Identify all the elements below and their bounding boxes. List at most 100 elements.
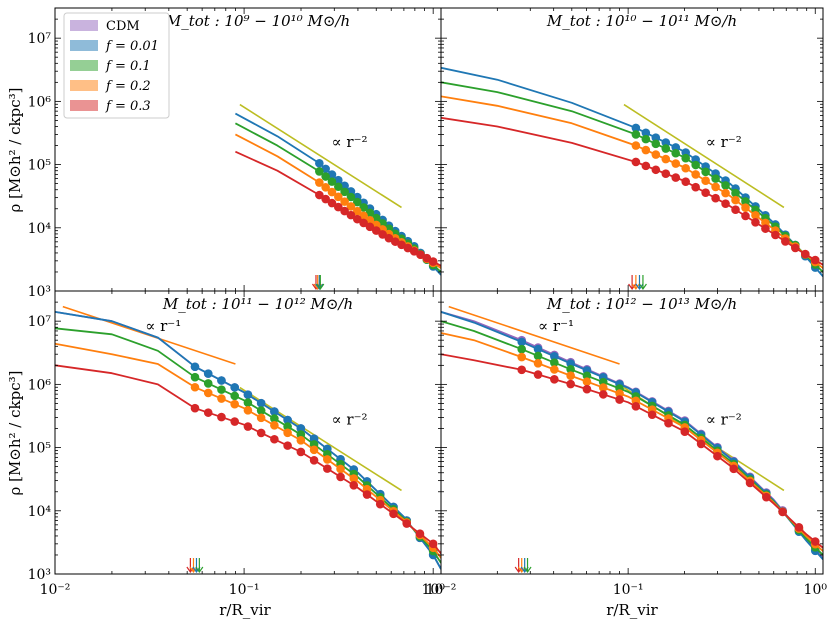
data-point xyxy=(230,399,239,409)
data-point xyxy=(731,188,740,198)
data-point xyxy=(631,157,641,167)
legend-entry: f = 0.2 xyxy=(105,79,151,94)
data-point xyxy=(402,519,412,528)
data-point xyxy=(334,202,343,212)
data-point xyxy=(651,133,661,142)
data-point xyxy=(701,188,710,198)
legend: CDM f = 0.01 f = 0.1 f = 0.2 f = 0.3 xyxy=(63,12,170,119)
x-tick-label: 10⁰ xyxy=(421,582,445,598)
data-point xyxy=(651,165,661,175)
data-point xyxy=(349,481,359,490)
panel-frame xyxy=(54,290,442,575)
reference-line-r1 xyxy=(448,305,620,365)
data-point xyxy=(203,379,213,388)
data-point xyxy=(751,218,760,227)
panel-4: ∝ r⁻¹ ∝ r⁻² M_tot : 10¹² − 10¹³ M⊙/h 10⁻² 10… xyxy=(426,290,828,598)
data-point xyxy=(713,451,722,461)
data-point xyxy=(365,222,375,232)
data-point xyxy=(641,161,651,171)
legend-swatch xyxy=(70,40,98,51)
panel-title: M_tot : 10¹¹ − 10¹² M⊙/h xyxy=(162,295,353,313)
data-point xyxy=(340,206,349,216)
data-point xyxy=(691,160,700,170)
plot-area xyxy=(234,103,441,291)
data-point xyxy=(309,445,319,455)
data-point xyxy=(631,130,641,139)
reference-line-r2 xyxy=(239,386,402,492)
data-point xyxy=(550,351,559,361)
data-point xyxy=(315,178,324,187)
data-point xyxy=(761,224,770,233)
data-point xyxy=(346,192,356,202)
data-point xyxy=(721,188,730,198)
data-point xyxy=(409,246,419,256)
data-point xyxy=(701,176,710,185)
data-point xyxy=(598,383,608,392)
legend-entry: f = 0.1 xyxy=(105,59,151,74)
data-point xyxy=(533,344,543,354)
data-point xyxy=(334,192,343,202)
data-point xyxy=(533,351,543,361)
data-point xyxy=(352,214,362,224)
data-point xyxy=(389,509,398,519)
data-point xyxy=(741,197,750,206)
data-point xyxy=(321,194,330,204)
data-point xyxy=(243,390,253,400)
data-point xyxy=(203,408,213,417)
data-point xyxy=(661,169,671,178)
data-point xyxy=(346,202,356,211)
legend-entry: CDM xyxy=(106,19,140,34)
data-point xyxy=(615,395,624,404)
data-point xyxy=(631,141,641,150)
data-point xyxy=(190,382,200,392)
data-point xyxy=(681,163,691,173)
y-tick-label: 10⁶ xyxy=(28,377,52,393)
data-point xyxy=(631,402,641,411)
y-tick-label: 10⁷ xyxy=(28,314,52,330)
data-point xyxy=(403,243,413,253)
virial-arrow-head xyxy=(195,566,204,574)
data-point xyxy=(550,374,559,384)
data-point xyxy=(517,352,527,362)
x-tick-label: 10⁰ xyxy=(804,582,828,598)
data-point xyxy=(203,369,213,378)
data-point xyxy=(422,253,432,263)
y-axis-label-top: ρ [M⊙h² / ckpc³] xyxy=(6,88,24,213)
data-point xyxy=(721,181,730,190)
data-point xyxy=(566,379,575,389)
virial-arrow-head xyxy=(315,283,324,291)
data-point xyxy=(661,138,671,147)
data-point xyxy=(566,365,575,374)
reference-line-r2 xyxy=(239,103,402,209)
plot-area xyxy=(441,305,823,574)
data-point xyxy=(296,424,306,433)
data-point xyxy=(681,153,691,163)
data-point xyxy=(256,428,266,438)
data-point xyxy=(661,154,671,164)
panel-title: M_tot : 10⁹ − 10¹⁰ M⊙/h xyxy=(165,12,350,30)
data-point xyxy=(327,187,337,197)
panel-title: M_tot : 10¹⁰ − 10¹¹ M⊙/h xyxy=(546,12,737,30)
data-point xyxy=(641,145,651,155)
virial-arrow-head xyxy=(517,566,526,574)
data-point xyxy=(661,144,671,153)
legend-swatch xyxy=(70,100,98,111)
series-line-f=0.1 xyxy=(441,320,823,556)
panel-frame xyxy=(440,7,824,292)
y-tick-label: 10⁵ xyxy=(28,441,52,457)
legend-entry: f = 0.3 xyxy=(105,99,151,114)
data-point xyxy=(375,499,385,509)
series-line-CDM xyxy=(55,311,441,570)
x-axis-label-left: r/R_vir xyxy=(219,601,271,619)
series-line-f=0.2 xyxy=(55,342,441,559)
x-tick-label: 10⁻² xyxy=(426,582,457,598)
legend-swatch xyxy=(70,20,98,31)
data-point xyxy=(696,439,706,449)
data-point xyxy=(270,414,279,423)
data-point xyxy=(641,134,651,144)
virial-arrow-head xyxy=(628,283,637,291)
slope-annotation: ∝ r⁻² xyxy=(706,411,742,429)
panel-title: M_tot : 10¹² − 10¹³ M⊙/h xyxy=(546,295,737,313)
reference-line-r2 xyxy=(623,103,785,209)
data-point xyxy=(397,240,406,250)
